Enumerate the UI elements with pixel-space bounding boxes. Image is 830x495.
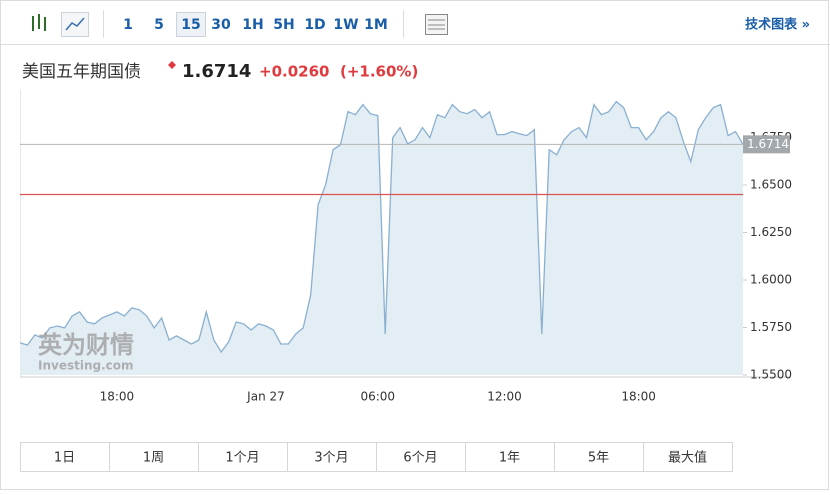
table-icon[interactable] [425,14,448,35]
range-button[interactable] [287,442,377,472]
y-tick-label: 1.6250 [750,225,792,239]
interval-button[interactable]: 15 [181,17,200,33]
y-tick-label: 1.6500 [750,178,792,192]
range-label[interactable]: 6个月 [403,451,437,466]
range-button[interactable] [376,442,466,472]
range-label[interactable]: 1年 [499,451,520,466]
range-label[interactable]: 1周 [143,451,164,466]
change-pct: (+1.60%) [340,63,418,81]
candle-icon[interactable] [32,14,46,31]
tech-chart-link[interactable]: 技术图表 » [745,17,810,33]
interval-button[interactable]: 1 [123,17,133,33]
last-price-box [743,135,790,154]
interval-button[interactable]: 1D [304,17,325,33]
range-bar: 1日 1周 1个月 3个月 6个月 1年 5年 最大值 [20,442,733,472]
range-button[interactable] [465,442,555,472]
range-label[interactable]: 1个月 [225,451,259,466]
range-button[interactable] [20,442,110,472]
interval-button[interactable]: 1H [242,17,263,33]
interval-button[interactable]: 5H [273,17,294,33]
y-tick-label: 1.5500 [750,368,792,382]
interval-button[interactable]: 1W [333,17,358,33]
instrument-name: 美国五年期国债 [22,62,141,82]
range-label[interactable]: 5年 [588,451,609,466]
range-button[interactable] [554,442,644,472]
y-tick-label: 1.5750 [750,320,792,334]
interval-button[interactable]: 30 [211,17,231,33]
interval-selected[interactable] [176,12,206,37]
interval-button[interactable]: 1M [364,17,388,33]
x-tick-label: 18:00 [100,390,135,404]
interval-bar: 1 5 15 30 1H 5H 1D 1W 1M [123,12,388,37]
x-tick-label: 18:00 [621,390,656,404]
price-line [19,100,744,354]
up-indicator [168,61,176,69]
x-tick-label: 06:00 [360,390,395,404]
price: 1.6714 [182,61,251,82]
range-label[interactable]: 3个月 [314,451,348,466]
x-tick-label: Jan 27 [246,390,285,404]
range-label[interactable]: 1日 [54,451,75,466]
range-label[interactable]: 最大值 [668,450,707,466]
line-icon [65,17,85,31]
watermark-site: Investing.com [38,359,134,373]
watermark-brand: 英为财情 [38,331,134,359]
range-button[interactable] [198,442,288,472]
x-tick-label: 12:00 [487,390,522,404]
last-price-label: 1.6714 [747,137,789,151]
plot: 1.55001.57501.60001.62501.65001.67501.67… [19,100,792,404]
change: +0.0260 [259,63,329,81]
range-button[interactable] [643,442,733,472]
y-tick-label: 1.6000 [750,273,792,287]
interval-button[interactable]: 5 [154,17,164,33]
